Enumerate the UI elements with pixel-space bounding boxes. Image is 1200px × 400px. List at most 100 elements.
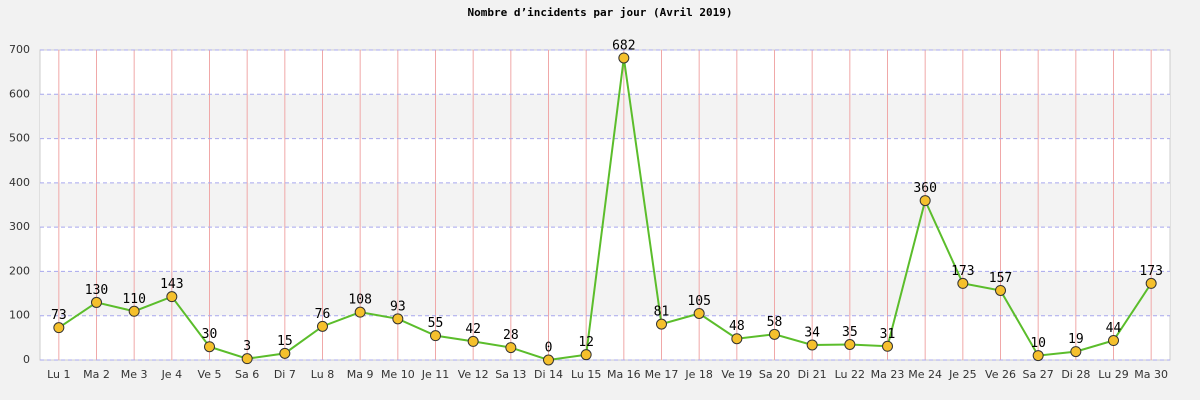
value-label: 34 (804, 325, 820, 340)
value-label: 0 (545, 341, 553, 356)
x-tick-label: Di 21 (798, 368, 827, 381)
marker (279, 347, 291, 359)
value-label: 44 (1106, 321, 1122, 336)
value-label: 15 (277, 334, 293, 349)
value-label: 48 (729, 319, 745, 334)
x-tick-label: Lu 1 (47, 368, 70, 381)
value-label: 157 (989, 271, 1012, 286)
value-label: 31 (880, 327, 896, 342)
marker (317, 320, 328, 332)
value-label: 30 (202, 327, 218, 342)
marker (957, 277, 969, 289)
x-tick-label: Ve 12 (458, 368, 489, 381)
value-label: 19 (1068, 332, 1084, 347)
marker (1070, 346, 1082, 358)
marker (1108, 335, 1119, 347)
marker (844, 339, 856, 350)
grid-band (40, 271, 1170, 316)
value-label: 58 (767, 315, 783, 330)
marker (806, 339, 818, 351)
marker (430, 330, 441, 342)
x-tick-label: Me 24 (908, 368, 942, 381)
marker (392, 313, 404, 325)
x-tick-label: Ma 16 (607, 368, 641, 381)
x-tick-label: Di 7 (274, 368, 296, 381)
x-tick-label: Je 18 (684, 368, 713, 381)
value-label: 73 (51, 308, 67, 323)
marker (731, 333, 743, 345)
x-tick-label: Me 3 (121, 368, 148, 381)
grid-band (40, 94, 1170, 139)
x-tick-label: Je 4 (161, 368, 183, 381)
value-label: 143 (160, 277, 183, 292)
x-tick-label: Lu 15 (571, 368, 601, 381)
x-tick-label: Ma 23 (871, 368, 905, 381)
value-label: 35 (842, 325, 858, 340)
y-tick-label: 100 (9, 309, 30, 322)
x-tick-label: Lu 8 (311, 368, 334, 381)
value-label: 110 (122, 292, 145, 307)
x-tick-label: Ve 5 (198, 368, 222, 381)
value-label: 10 (1030, 336, 1046, 351)
value-label: 81 (654, 305, 670, 320)
y-tick-label: 0 (23, 353, 30, 366)
x-tick-label: Ma 9 (347, 368, 374, 381)
x-tick-label: Di 28 (1061, 368, 1090, 381)
x-tick-label: Je 11 (421, 368, 450, 381)
marker (128, 305, 140, 317)
x-tick-label: Ve 19 (721, 368, 752, 381)
chart-title: Nombre d’incidents par jour (Avril 2019) (468, 6, 733, 19)
x-tick-label: Ve 26 (985, 368, 1016, 381)
marker (769, 328, 780, 340)
x-tick-label: Me 17 (645, 368, 679, 381)
x-tick-label: Lu 22 (835, 368, 865, 381)
marker (618, 52, 630, 64)
y-tick-label: 400 (9, 176, 30, 189)
marker (693, 308, 705, 319)
value-label: 360 (913, 181, 936, 196)
x-tick-label: Sa 27 (1023, 368, 1054, 381)
value-label: 130 (85, 283, 108, 298)
marker (1145, 277, 1157, 289)
y-tick-label: 500 (9, 132, 30, 145)
value-label: 173 (951, 264, 974, 279)
value-label: 12 (578, 335, 594, 350)
marker (882, 340, 893, 352)
marker (995, 284, 1006, 296)
x-tick-label: Sa 6 (235, 368, 259, 381)
value-label: 93 (390, 299, 406, 314)
marker (166, 291, 178, 303)
marker (53, 322, 65, 334)
marker (505, 342, 517, 354)
marker (656, 318, 667, 330)
value-label: 76 (315, 307, 331, 322)
x-tick-label: Ma 2 (83, 368, 110, 381)
series-line (58, 57, 1153, 362)
marker (919, 195, 931, 207)
x-tick-label: Di 14 (534, 368, 563, 381)
x-tick-label: Je 25 (948, 368, 977, 381)
y-tick-label: 600 (9, 87, 30, 100)
value-label: 28 (503, 328, 519, 343)
marker (241, 353, 253, 365)
marker (354, 306, 366, 318)
value-label: 105 (687, 294, 710, 309)
marker (91, 296, 102, 308)
marker (543, 354, 554, 366)
x-tick-label: Me 10 (381, 368, 415, 381)
x-tick-label: Ma 30 (1134, 368, 1168, 381)
value-label: 55 (428, 316, 444, 331)
y-tick-label: 700 (9, 43, 30, 56)
marker (204, 341, 215, 353)
value-label: 173 (1139, 264, 1162, 279)
x-tick-label: Lu 29 (1098, 368, 1128, 381)
value-label: 682 (612, 38, 635, 53)
x-tick-label: Sa 13 (495, 368, 526, 381)
value-label: 3 (243, 339, 251, 354)
y-tick-label: 200 (9, 264, 30, 277)
marker (580, 349, 592, 361)
marker (1032, 350, 1044, 362)
value-label: 108 (348, 293, 371, 308)
marker (467, 335, 479, 347)
